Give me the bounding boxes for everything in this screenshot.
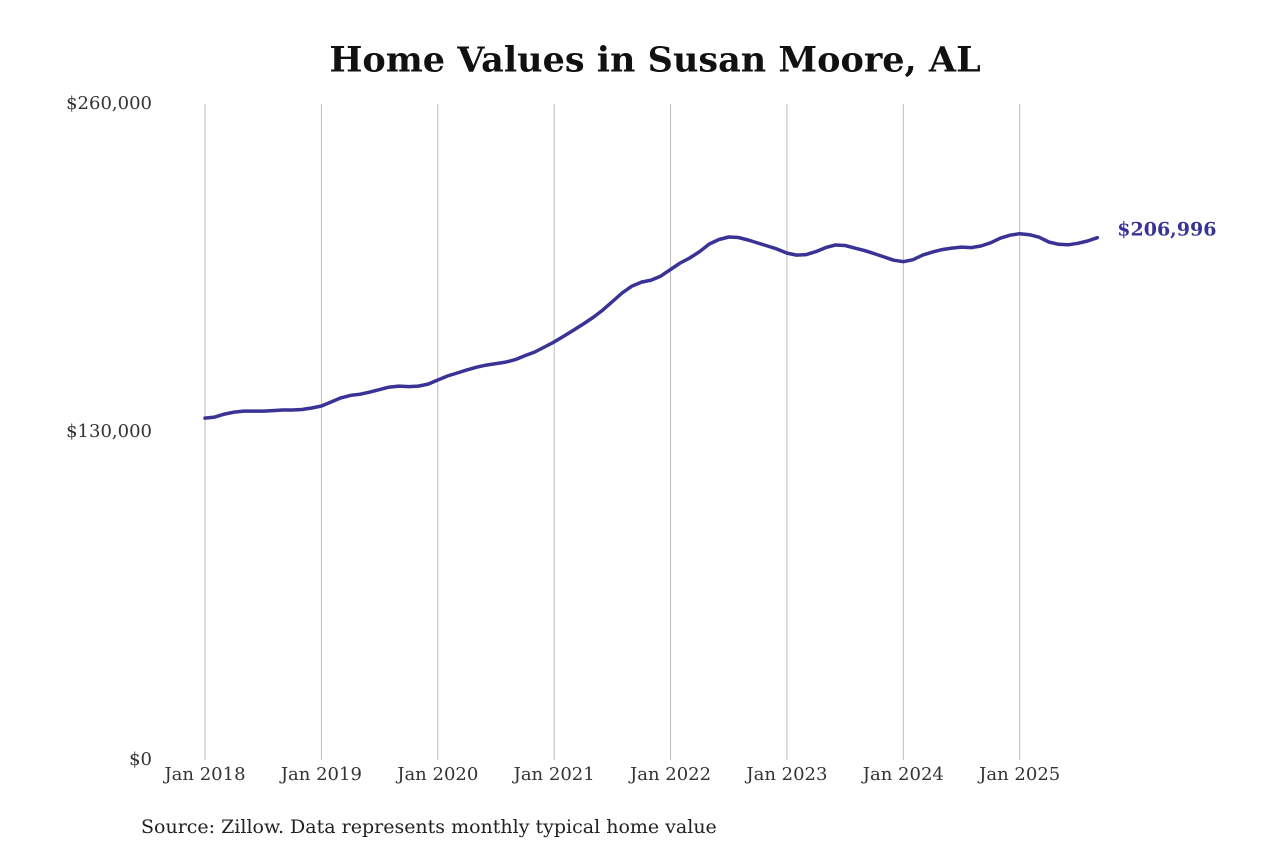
x-tick-label: Jan 2020 [395,764,478,785]
x-tick-label: Jan 2022 [628,764,711,785]
line-series [203,231,1100,420]
x-tick-label: Jan 2023 [744,764,827,785]
y-tick-label: $260,000 [66,93,152,114]
x-tick-label: Jan 2025 [977,764,1060,785]
source-note: Source: Zillow. Data represents monthly … [141,816,717,838]
end-label: $206,996 [1117,219,1216,241]
x-tick-label: Jan 2021 [512,764,595,785]
chart-title: Home Values in Susan Moore, AL [329,40,980,81]
x-tick-label: Jan 2018 [162,764,245,785]
y-tick-label: $130,000 [66,421,152,442]
y-tick-label: $0 [129,749,152,770]
x-tick-label: Jan 2024 [861,764,944,785]
x-tick-label: Jan 2019 [279,764,362,785]
